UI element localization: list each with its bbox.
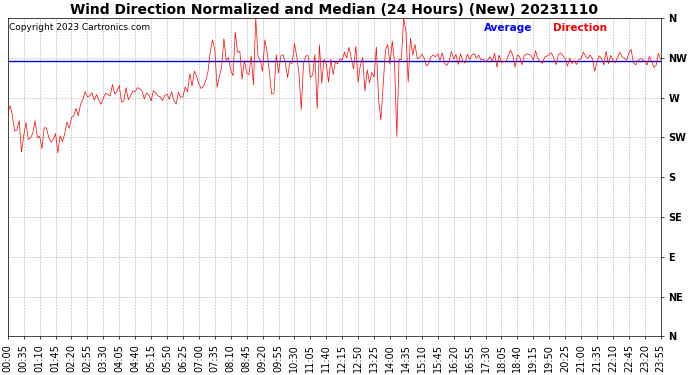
- Text: Average: Average: [484, 23, 533, 33]
- Title: Wind Direction Normalized and Median (24 Hours) (New) 20231110: Wind Direction Normalized and Median (24…: [70, 3, 598, 17]
- Text: Direction: Direction: [553, 23, 607, 33]
- Text: Copyright 2023 Cartronics.com: Copyright 2023 Cartronics.com: [9, 23, 150, 32]
